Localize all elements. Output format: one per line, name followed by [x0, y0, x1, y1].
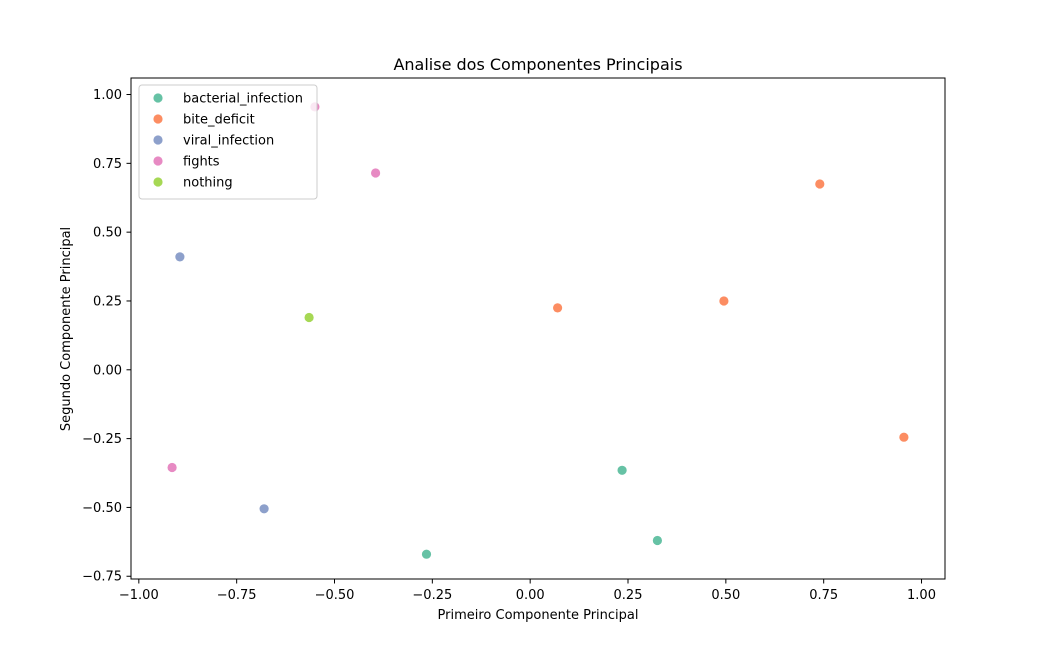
point-viral_infection-1 — [259, 504, 269, 514]
legend: bacterial_infection bite_deficit viral_inf… — [138, 84, 318, 200]
y-axis-title: Segundo Componente Principal — [59, 227, 74, 431]
legend-marker-bacterial_infection — [153, 93, 163, 103]
point-viral_infection-0 — [175, 252, 185, 262]
y-tick-label: 0.50 — [93, 226, 122, 241]
y-tick-label: 1.00 — [93, 88, 122, 103]
chart-title: Analise dos Componentes Principais — [393, 55, 682, 74]
y-tick-label: 0.75 — [93, 157, 122, 172]
point-bite_deficit-2 — [815, 179, 825, 189]
x-axis: −1.00 −0.75 −0.50 −0.25 0.00 0.25 0.50 0.75 1.00 — [119, 579, 936, 603]
point-bite_deficit-3 — [899, 432, 909, 442]
x-tick-label: −0.75 — [217, 588, 257, 603]
x-tick-label: 1.00 — [907, 588, 936, 603]
legend-marker-fights — [153, 156, 163, 166]
legend-label-bite_deficit: bite_deficit — [183, 113, 255, 128]
x-tick-label: 0.25 — [614, 588, 643, 603]
point-fights-2 — [167, 462, 177, 473]
legend-label-bacterial_infection: bacterial_infection — [183, 92, 303, 107]
point-bite_deficit-0 — [553, 303, 563, 313]
x-tick-label: 0.50 — [711, 588, 740, 603]
x-axis-title: Primeiro Componente Principal — [438, 608, 639, 623]
y-tick-label: 0.00 — [93, 363, 122, 378]
legend-label-nothing: nothing — [183, 176, 233, 191]
x-tick-label: 0.00 — [516, 588, 545, 603]
point-bacterial_infection-0 — [421, 549, 432, 559]
point-bacterial_infection-1 — [617, 465, 627, 475]
point-nothing-0 — [304, 312, 314, 323]
y-axis: −0.75 −0.50 −0.25 0.00 0.25 0.50 0.75 1.00 — [82, 88, 131, 585]
x-tick-label: −1.00 — [119, 588, 159, 603]
point-fights-1 — [371, 168, 381, 178]
y-tick-label: −0.50 — [82, 501, 122, 516]
plot-area — [130, 77, 946, 580]
x-tick-label: 0.75 — [809, 588, 838, 603]
legend-marker-nothing — [153, 177, 163, 187]
y-tick-label: 0.25 — [93, 294, 122, 309]
y-tick-label: −0.25 — [82, 432, 122, 447]
legend-marker-bite_deficit — [153, 114, 163, 124]
legend-label-fights: fights — [183, 155, 220, 170]
point-bacterial_infection-2 — [652, 535, 663, 546]
x-tick-label: −0.50 — [315, 588, 355, 603]
legend-marker-viral_infection — [153, 135, 163, 145]
point-bite_deficit-1 — [719, 296, 729, 306]
y-tick-label: −0.75 — [82, 570, 122, 585]
legend-box — [138, 84, 318, 200]
legend-label-viral_infection: viral_infection — [183, 134, 274, 149]
plot-frame — [130, 77, 946, 580]
x-tick-label: −0.25 — [412, 588, 452, 603]
